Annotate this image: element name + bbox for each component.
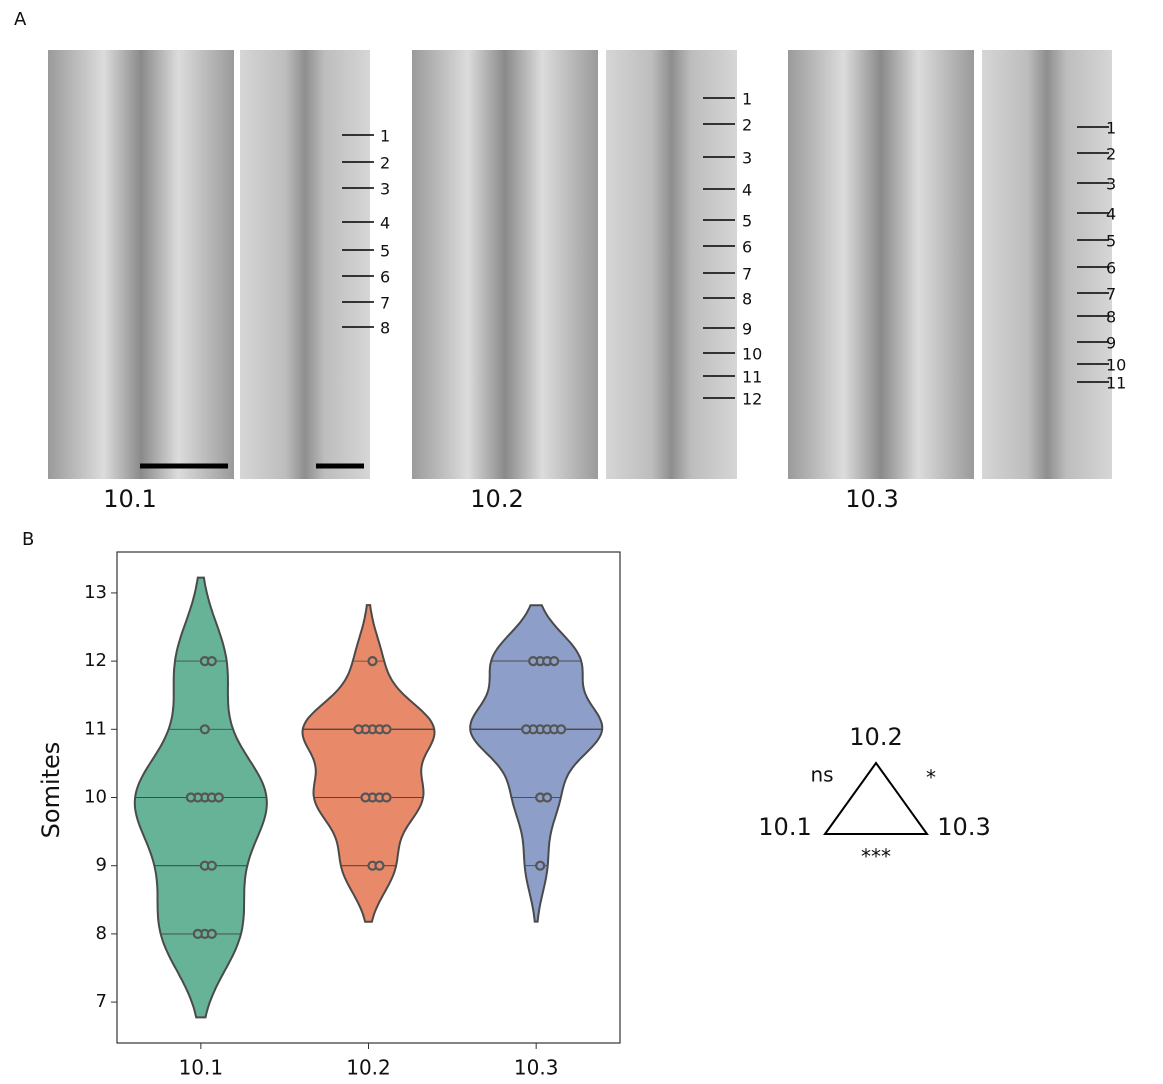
significance: * — [926, 766, 936, 790]
somite-label: 8 — [742, 290, 752, 309]
point — [381, 792, 392, 803]
micrographs — [48, 50, 1112, 479]
somite-label: 3 — [742, 149, 752, 168]
somite-label: 8 — [1106, 308, 1116, 327]
somite-label: 12 — [742, 390, 762, 409]
somite-label: 6 — [1106, 259, 1116, 278]
significance: *** — [861, 845, 891, 869]
somite-label: 2 — [380, 154, 390, 173]
y-tick-label: 13 — [84, 582, 107, 603]
image — [606, 50, 737, 479]
point — [360, 792, 371, 803]
somite-label: 1 — [380, 127, 390, 146]
point — [213, 792, 224, 803]
somite-label: 4 — [380, 214, 390, 233]
violin — [301, 604, 436, 923]
image — [788, 50, 974, 479]
point — [381, 724, 392, 735]
violin — [469, 604, 604, 923]
somite-label: 9 — [742, 320, 752, 339]
node-label: 10.2 — [849, 723, 902, 751]
somite-label: 7 — [742, 265, 752, 284]
image — [982, 50, 1112, 479]
y-tick-label: 9 — [96, 855, 107, 876]
x-tick-label: 10.1 — [179, 1056, 224, 1080]
somite-label: 2 — [742, 116, 752, 135]
point — [542, 792, 553, 803]
panel-label: B — [22, 529, 34, 550]
somite-label: 5 — [742, 212, 752, 231]
point — [192, 928, 203, 939]
somite-label: 1 — [742, 90, 752, 109]
point — [185, 792, 196, 803]
y-tick-label: 7 — [96, 991, 107, 1012]
point — [353, 724, 364, 735]
point — [556, 724, 567, 735]
y-tick-label: 12 — [84, 650, 107, 671]
y-tick-label: 8 — [96, 923, 107, 944]
comparison-triangle — [823, 761, 929, 835]
somite-label: 11 — [1106, 374, 1126, 393]
point — [199, 724, 210, 735]
somite-label: 9 — [1106, 334, 1116, 353]
significance: ns — [810, 763, 833, 787]
somite-label: 10 — [1106, 356, 1126, 375]
point — [206, 928, 217, 939]
y-tick-label: 10 — [84, 787, 107, 808]
somite-label: 1 — [1106, 119, 1116, 138]
point — [374, 860, 385, 871]
image — [240, 50, 370, 479]
image — [412, 50, 598, 479]
somite-label: 6 — [380, 268, 390, 287]
y-axis-label: Somites — [37, 742, 65, 839]
point — [367, 656, 378, 667]
somite-label: 2 — [1106, 145, 1116, 164]
point — [206, 656, 217, 667]
group-label: 10.3 — [845, 485, 898, 513]
somite-label: 6 — [742, 238, 752, 257]
point — [549, 656, 560, 667]
somite-label: 4 — [742, 181, 752, 200]
group-label: 10.1 — [103, 485, 156, 513]
node-label: 10.3 — [937, 813, 990, 841]
somite-label: 7 — [380, 294, 390, 313]
somite-label: 5 — [380, 242, 390, 261]
y-tick-label: 11 — [84, 718, 107, 739]
somite-label: 3 — [380, 180, 390, 199]
somite-label: 3 — [1106, 175, 1116, 194]
x-tick-label: 10.3 — [514, 1056, 559, 1080]
image — [48, 50, 234, 479]
somite-label: 4 — [1106, 205, 1116, 224]
node-label: 10.1 — [758, 813, 811, 841]
point — [535, 860, 546, 871]
somite-label: 5 — [1106, 232, 1116, 251]
somite-label: 8 — [380, 319, 390, 338]
point — [521, 724, 532, 735]
somite-label: 7 — [1106, 285, 1116, 304]
group-label: 10.2 — [470, 485, 523, 513]
somite-label: 10 — [742, 345, 762, 364]
point — [528, 656, 539, 667]
x-tick-label: 10.2 — [346, 1056, 391, 1080]
somite-label: 11 — [742, 368, 762, 387]
panel-label: A — [14, 9, 27, 30]
point — [206, 860, 217, 871]
